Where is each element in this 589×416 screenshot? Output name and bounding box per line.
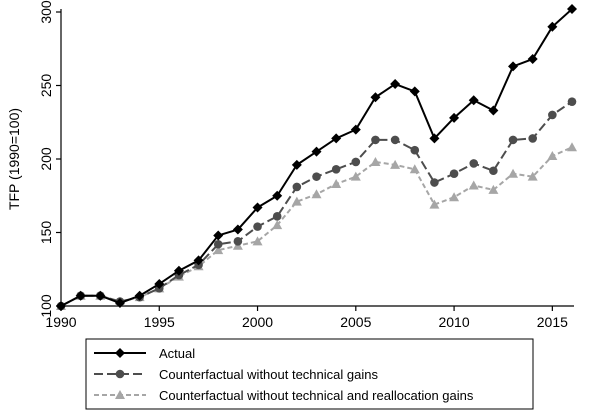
- data-point: [449, 169, 459, 178]
- legend-label: Actual: [159, 346, 195, 361]
- data-point: [528, 134, 537, 143]
- legend-entry: Counterfactual without technical and rea…: [94, 388, 474, 403]
- y-axis-title: TFP (1990=100): [6, 108, 22, 210]
- data-point: [193, 255, 204, 266]
- data-point: [232, 224, 243, 235]
- data-point: [567, 142, 577, 152]
- data-point: [173, 265, 184, 276]
- data-point: [468, 180, 479, 190]
- data-point: [449, 192, 460, 202]
- y-tick-label: 300: [38, 0, 54, 24]
- data-point: [331, 133, 342, 144]
- series-line: [60, 8, 573, 307]
- data-point: [351, 157, 361, 167]
- data-point: [95, 290, 106, 301]
- data-point: [272, 190, 283, 201]
- data-point: [272, 220, 283, 230]
- legend-marker: [115, 390, 125, 399]
- data-point: [370, 92, 381, 103]
- data-point: [469, 159, 479, 168]
- data-point: [311, 189, 322, 199]
- legend-box: [85, 338, 534, 410]
- data-point: [253, 222, 262, 231]
- legend-marker: [115, 348, 125, 358]
- data-point: [292, 182, 302, 192]
- data-point: [567, 4, 577, 15]
- series-layer: [56, 4, 577, 311]
- data-point: [371, 135, 380, 145]
- data-point: [233, 237, 243, 246]
- data-point: [567, 97, 577, 106]
- data-point: [527, 171, 538, 181]
- data-point: [449, 112, 460, 123]
- data-point: [390, 135, 400, 145]
- y-tick-label: 200: [38, 147, 54, 171]
- data-point: [468, 95, 479, 106]
- legend-entry: Actual: [94, 346, 195, 361]
- data-point: [56, 301, 66, 311]
- x-tick-label: 1995: [144, 314, 175, 330]
- data-point: [272, 212, 282, 221]
- data-point: [508, 135, 518, 145]
- data-point: [252, 236, 263, 246]
- legend-label: Counterfactual without technical and rea…: [159, 388, 474, 403]
- x-tick-label: 2005: [340, 314, 371, 330]
- data-point: [291, 159, 302, 170]
- data-point: [430, 178, 439, 187]
- y-tick-label: 250: [38, 74, 54, 98]
- data-point: [429, 133, 440, 144]
- data-point: [114, 298, 125, 309]
- data-point: [252, 202, 263, 213]
- series-1: [56, 4, 577, 311]
- data-point: [213, 230, 224, 241]
- data-point: [489, 166, 498, 176]
- data-point: [488, 184, 499, 194]
- series-line: [60, 100, 573, 307]
- series-3: [56, 142, 577, 310]
- data-point: [429, 199, 440, 209]
- x-tick-label: 2015: [537, 314, 568, 330]
- data-point: [75, 290, 86, 301]
- legend-entry: Counterfactual without technical gains: [94, 367, 378, 382]
- axes: 1990 1995 2000 2005 2010 2015 100 150 200 250 300: [38, 0, 574, 330]
- data-point: [527, 54, 538, 65]
- data-point: [508, 168, 519, 178]
- x-tick-label: 2010: [438, 314, 469, 330]
- data-point: [547, 151, 558, 161]
- data-point: [134, 290, 145, 301]
- data-point: [488, 105, 499, 116]
- data-point: [154, 278, 165, 289]
- y-tick-label: 100: [38, 294, 54, 318]
- data-point: [311, 146, 322, 157]
- data-point: [291, 196, 302, 206]
- data-point: [390, 159, 401, 169]
- data-point: [331, 164, 341, 174]
- data-point: [508, 61, 519, 72]
- data-point: [410, 145, 420, 155]
- legend-label: Counterfactual without technical gains: [159, 367, 378, 382]
- data-point: [390, 79, 401, 90]
- data-point: [312, 172, 321, 181]
- y-tick-label: 150: [38, 221, 54, 245]
- series-2: [56, 97, 577, 311]
- data-point: [409, 86, 420, 97]
- data-point: [548, 110, 557, 120]
- data-point: [547, 21, 558, 32]
- data-point: [370, 156, 381, 166]
- legend-marker: [115, 369, 125, 379]
- data-point: [350, 124, 361, 135]
- data-point: [213, 239, 223, 249]
- data-point: [409, 164, 420, 174]
- data-point: [331, 178, 342, 188]
- data-point: [213, 245, 224, 255]
- legend: Actual Counterfactual without technical g…: [85, 338, 534, 410]
- data-point: [350, 171, 361, 181]
- x-tick-label: 1990: [45, 314, 76, 330]
- x-tick-label: 2000: [242, 314, 273, 330]
